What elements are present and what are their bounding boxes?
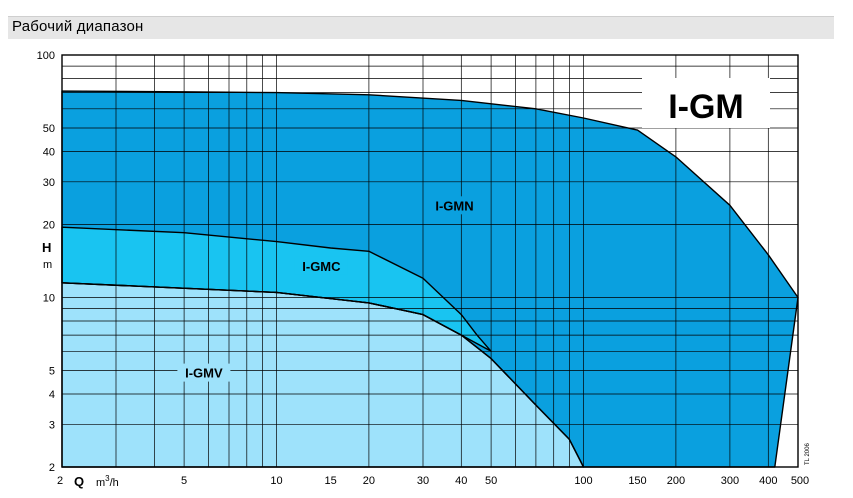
x-tick-label: 30 <box>417 475 429 487</box>
section-title: Рабочий диапазон <box>12 18 144 35</box>
y-tick-label: 100 <box>37 50 55 62</box>
x-unit-tail: /h <box>110 477 119 489</box>
x-tick-label: 10 <box>270 475 282 487</box>
series-areas <box>62 91 798 467</box>
brand-box <box>642 78 770 128</box>
series-label-bg-i-gmc <box>294 256 348 275</box>
y-tick-label: 20 <box>43 220 55 232</box>
y-axis-unit: m <box>43 259 52 271</box>
y-tick-label: 5 <box>49 366 55 378</box>
x-tick-label: 500 <box>791 475 809 487</box>
x-tick-label: 20 <box>363 475 375 487</box>
x-tick-label: 40 <box>455 475 467 487</box>
y-tick-labels: 2 3 4 5 10 20 30 40 50 100 <box>37 50 55 474</box>
series-label-i-gmv: I-GMV <box>185 366 223 381</box>
x-tick-label: 300 <box>721 475 739 487</box>
series-labels: I-GMN I-GMC I-GMV <box>177 196 481 382</box>
y-tick-label: 2 <box>49 462 55 474</box>
x-tick-label: 100 <box>574 475 592 487</box>
y-tick-label: 40 <box>43 147 55 159</box>
x-axis-letter: Q <box>74 474 84 489</box>
area-i-gmn <box>62 91 798 467</box>
plot-frame <box>61 54 799 468</box>
x-tick-label: 5 <box>181 475 187 487</box>
figure-code: TL 2006 <box>805 443 811 465</box>
x-tick-label: 150 <box>628 475 646 487</box>
x-axis-unit: m3/h <box>96 474 119 489</box>
y-tick-label: 4 <box>49 389 55 401</box>
x-tick-label: 15 <box>324 475 336 487</box>
x-unit-base: m <box>96 477 105 489</box>
x-tick-label: 50 <box>485 475 497 487</box>
series-label-i-gmn: I-GMN <box>435 198 473 213</box>
y-axis-letter: H <box>42 240 51 255</box>
x-tick-labels: 2 5 10 15 20 30 40 50 100 150 200 300 400 500 <box>57 475 809 487</box>
x-tick-label: 200 <box>667 475 685 487</box>
series-label-bg-i-gmv <box>177 363 231 382</box>
series-label-i-gmc: I-GMC <box>302 259 341 274</box>
y-tick-label: 50 <box>43 123 55 135</box>
area-i-gmv <box>62 282 584 467</box>
x-unit-exp: 3 <box>105 474 110 483</box>
series-label-bg-i-gmn <box>428 196 481 215</box>
x-tick-label: 2 <box>57 475 63 487</box>
section-header: Рабочий диапазон <box>8 16 834 39</box>
y-tick-label: 10 <box>43 293 55 305</box>
y-tick-label: 3 <box>49 419 55 431</box>
x-tick-label: 400 <box>759 475 777 487</box>
brand-label: I-GM <box>668 88 744 126</box>
y-tick-label: 30 <box>43 177 55 189</box>
